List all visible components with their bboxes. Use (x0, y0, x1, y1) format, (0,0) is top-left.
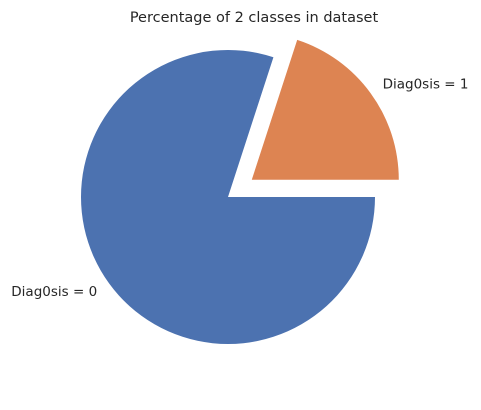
chart-title: Percentage of 2 classes in dataset (130, 10, 379, 26)
pie-label-1: Diag0sis = 1 (383, 77, 469, 93)
pie-labels: Diag0sis = 0 Diag0sis = 1 (11, 77, 468, 300)
pie-slices (81, 39, 399, 344)
pie-slice-0 (81, 50, 375, 344)
pie-slice-1 (251, 39, 399, 180)
pie-label-0: Diag0sis = 0 (11, 284, 97, 300)
